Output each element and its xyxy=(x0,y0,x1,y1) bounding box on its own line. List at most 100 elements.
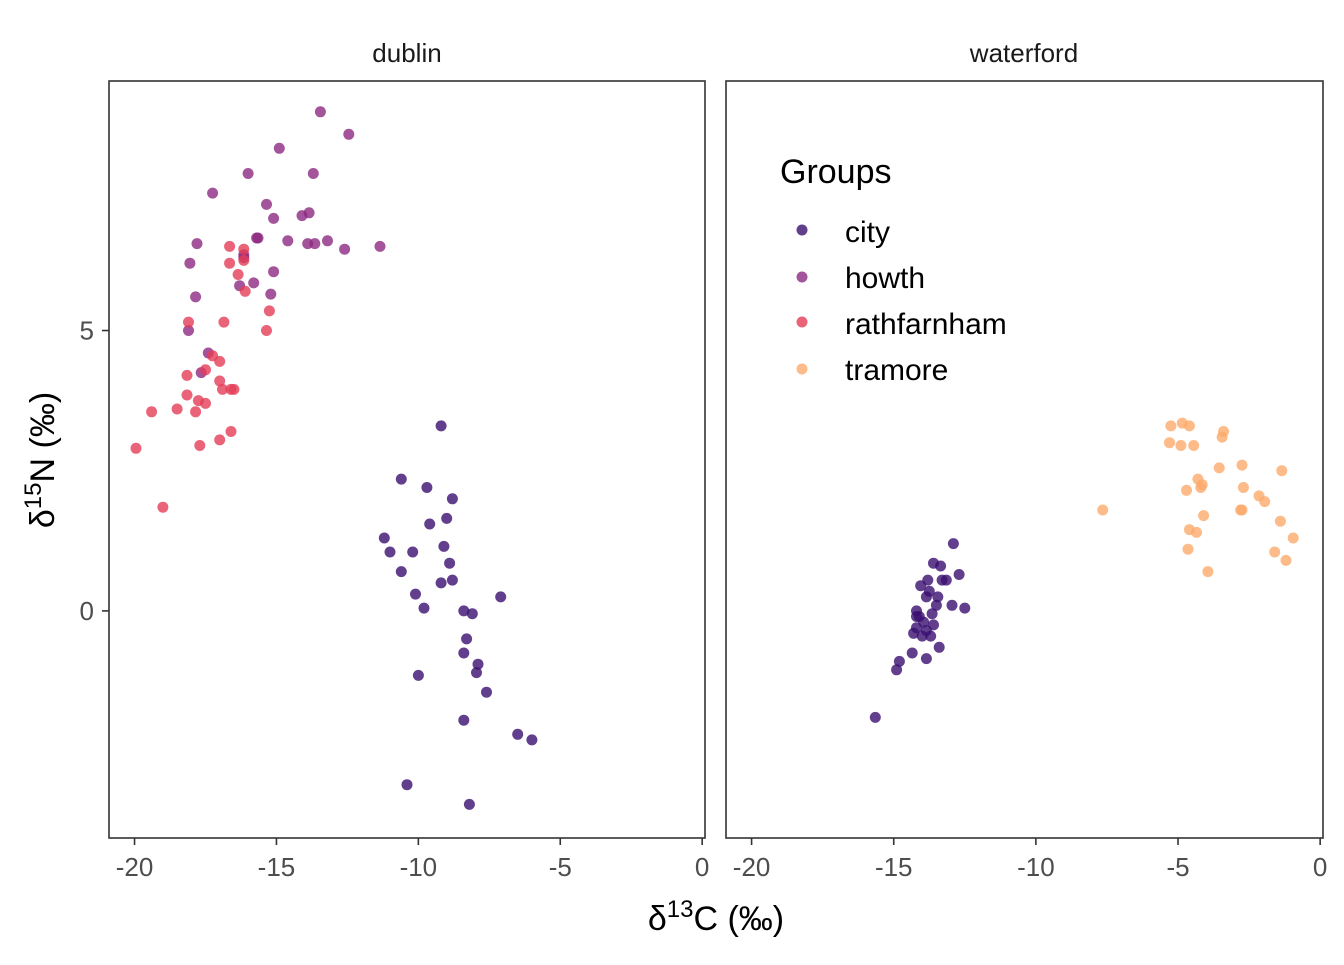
x-tick-label-dublin: -10 xyxy=(400,852,438,882)
strip-label-waterford: waterford xyxy=(969,38,1078,68)
x-tick-label-waterford: -15 xyxy=(875,852,913,882)
point-dublin-howth xyxy=(374,240,386,252)
legend-key-city xyxy=(796,224,808,236)
legend-label-rathfarnham: rathfarnham xyxy=(845,308,1007,341)
point-waterford-tramore xyxy=(1276,465,1288,477)
point-dublin-city xyxy=(418,602,430,614)
y-axis-title-base: δ xyxy=(24,509,62,528)
point-dublin-rathfarnham xyxy=(214,355,226,367)
x-tick-label-dublin: -5 xyxy=(549,852,572,882)
point-dublin-rathfarnham xyxy=(171,403,183,415)
point-dublin-howth xyxy=(252,232,264,244)
point-dublin-city xyxy=(421,482,433,493)
point-dublin-howth xyxy=(261,198,272,210)
strip-label-dublin: dublin xyxy=(372,38,441,68)
x-axis-title-sup: 13 xyxy=(667,896,694,923)
point-dublin-city xyxy=(461,633,473,645)
point-dublin-city xyxy=(481,686,492,698)
panel-waterford: -20 -15 -10 -5 0 xyxy=(725,80,1327,882)
point-dublin-city xyxy=(441,512,453,524)
point-waterford-tramore xyxy=(1280,554,1292,566)
point-waterford-city xyxy=(959,602,971,614)
point-dublin-rathfarnham xyxy=(200,364,211,376)
panel-border-waterford xyxy=(725,80,1324,839)
point-waterford-city xyxy=(906,647,918,659)
point-dublin-rathfarnham xyxy=(263,305,275,317)
point-dublin-rathfarnham xyxy=(238,254,250,266)
point-dublin-rathfarnham xyxy=(214,434,226,446)
point-dublin-rathfarnham xyxy=(225,426,237,437)
point-waterford-city xyxy=(947,538,959,550)
point-waterford-tramore xyxy=(1164,437,1175,449)
point-dublin-city xyxy=(444,557,456,569)
point-waterford-city xyxy=(920,653,932,665)
point-dublin-city xyxy=(458,605,470,617)
point-dublin-city xyxy=(438,540,450,552)
point-dublin-city xyxy=(412,669,424,681)
point-dublin-rathfarnham xyxy=(224,240,236,252)
point-waterford-tramore xyxy=(1202,566,1214,578)
point-dublin-rathfarnham xyxy=(157,501,169,513)
point-waterford-city xyxy=(869,711,881,723)
x-axis-title-base: δ xyxy=(648,900,667,938)
point-waterford-city xyxy=(893,655,905,667)
point-dublin-rathfarnham xyxy=(224,257,236,269)
x-tick-label-waterford: 0 xyxy=(1313,852,1327,882)
point-dublin-rathfarnham xyxy=(183,316,194,328)
point-waterford-city xyxy=(930,599,942,611)
point-dublin-howth xyxy=(242,168,254,179)
point-waterford-tramore xyxy=(1182,543,1194,555)
point-dublin-howth xyxy=(322,235,333,247)
point-waterford-city xyxy=(915,580,927,592)
x-tick-label-waterford: -5 xyxy=(1166,852,1189,882)
point-dublin-howth xyxy=(191,238,203,250)
point-dublin-city xyxy=(446,493,458,505)
point-dublin-city xyxy=(384,546,396,558)
x-axis-title: δ13C (‰) xyxy=(648,896,784,938)
point-waterford-tramore xyxy=(1216,431,1228,443)
point-dublin-rathfarnham xyxy=(181,389,193,401)
point-waterford-tramore xyxy=(1188,440,1200,451)
point-waterford-tramore xyxy=(1165,420,1177,432)
point-dublin-city xyxy=(512,728,524,740)
point-dublin-city xyxy=(526,734,538,746)
point-waterford-city xyxy=(925,630,937,642)
point-waterford-tramore xyxy=(1259,496,1271,508)
point-waterford-tramore xyxy=(1274,515,1286,527)
point-waterford-tramore xyxy=(1183,420,1195,432)
point-waterford-tramore xyxy=(1213,462,1225,474)
point-waterford-tramore xyxy=(1287,532,1299,544)
legend-title: Groups xyxy=(780,153,892,191)
point-dublin-howth xyxy=(307,168,319,179)
legend-key-tramore xyxy=(796,363,808,375)
y-axis-title: δ15N (‰) xyxy=(20,392,62,528)
point-dublin-city xyxy=(466,608,478,620)
point-waterford-tramore xyxy=(1269,546,1281,558)
point-dublin-city xyxy=(424,518,436,530)
point-waterford-city xyxy=(920,591,932,603)
point-waterford-city xyxy=(891,664,903,676)
point-dublin-howth xyxy=(273,142,285,154)
point-dublin-city xyxy=(401,779,413,791)
point-dublin-city xyxy=(410,588,421,600)
point-dublin-rathfarnham xyxy=(181,369,193,381)
point-waterford-city xyxy=(916,630,928,642)
point-dublin-city xyxy=(435,577,447,589)
y-tick-label: 0 xyxy=(80,596,94,626)
point-dublin-rathfarnham xyxy=(217,383,228,395)
point-dublin-rathfarnham xyxy=(146,406,158,418)
point-dublin-city xyxy=(463,798,475,810)
point-dublin-howth xyxy=(268,212,280,224)
point-waterford-city xyxy=(908,627,920,639)
point-dublin-howth xyxy=(183,325,194,336)
point-waterford-city xyxy=(940,574,952,586)
point-waterford-tramore xyxy=(1237,482,1249,493)
point-dublin-howth xyxy=(314,106,326,118)
point-waterford-city xyxy=(926,608,938,620)
point-waterford-tramore xyxy=(1181,484,1192,496)
point-dublin-rathfarnham xyxy=(190,406,202,418)
x-tick-label-waterford: -20 xyxy=(733,852,771,882)
point-dublin-city xyxy=(446,574,458,586)
point-dublin-city xyxy=(407,546,419,558)
